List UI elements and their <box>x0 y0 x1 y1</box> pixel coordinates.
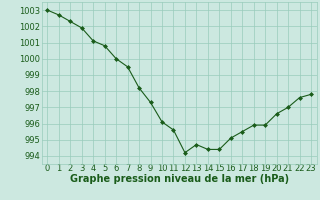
X-axis label: Graphe pression niveau de la mer (hPa): Graphe pression niveau de la mer (hPa) <box>70 174 289 184</box>
